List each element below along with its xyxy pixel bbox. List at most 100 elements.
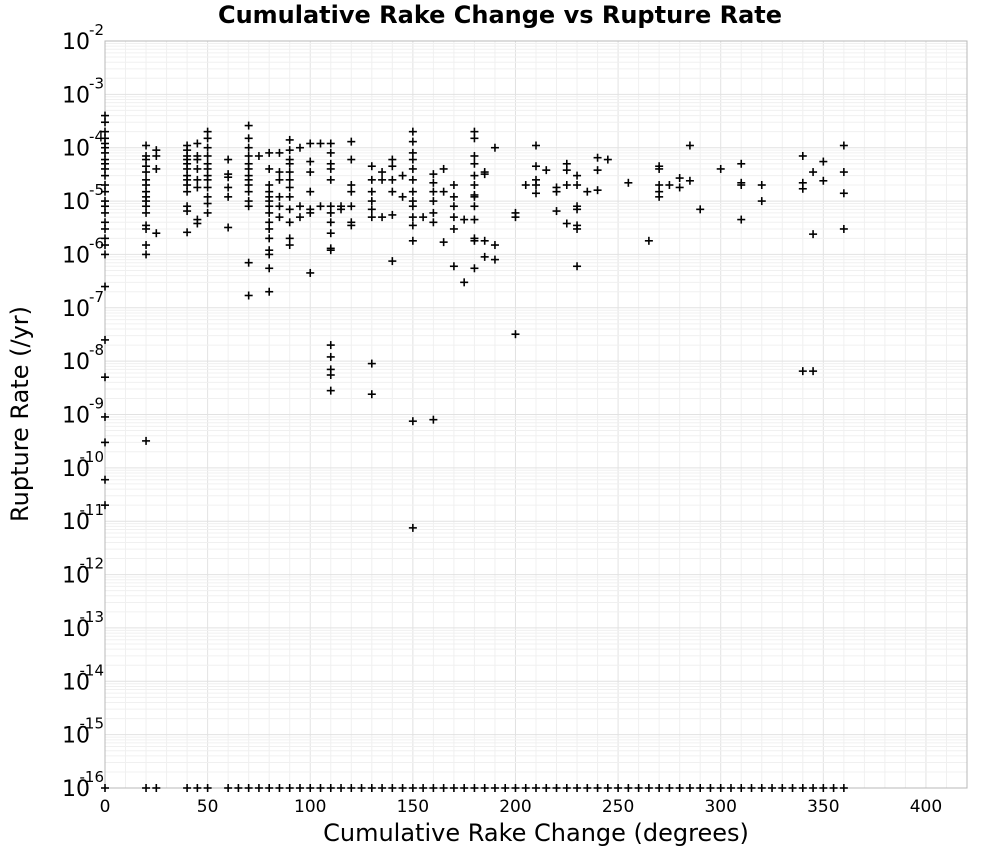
data-point [326, 164, 335, 173]
data-point [347, 784, 356, 792]
data-point [193, 164, 202, 173]
data-point [562, 219, 571, 228]
data-point [408, 523, 417, 532]
y-tick-base: 10 [62, 243, 90, 268]
x-tick-label: 250 [602, 797, 634, 817]
data-point [285, 168, 294, 177]
data-point [408, 221, 417, 230]
data-point [480, 236, 489, 245]
data-point [809, 784, 818, 792]
y-tick-label: 10-11 [62, 501, 104, 535]
data-point [224, 192, 233, 201]
data-point [511, 213, 520, 222]
data-point [470, 192, 479, 201]
data-point [388, 210, 397, 219]
data-point [829, 784, 838, 792]
data-point [347, 137, 356, 146]
data-point [408, 127, 417, 136]
data-point [737, 784, 746, 792]
chart-title: Cumulative Rake Change vs Rupture Rate [218, 1, 782, 29]
data-point [449, 262, 458, 271]
y-tick-base: 10 [62, 350, 90, 375]
y-tick-exponent: -12 [80, 555, 105, 573]
data-point [224, 784, 233, 792]
data-point [449, 202, 458, 211]
data-point [490, 784, 499, 792]
data-point [737, 215, 746, 224]
data-point [501, 784, 510, 792]
data-point [480, 252, 489, 261]
y-tick-base: 10 [62, 83, 90, 108]
data-point [295, 784, 304, 792]
x-tick-label: 50 [197, 797, 219, 817]
data-point [367, 390, 376, 399]
y-tick-label: 10-16 [62, 768, 104, 802]
data-point [429, 197, 438, 206]
data-point [573, 205, 582, 214]
data-point [634, 784, 643, 792]
data-point [203, 183, 212, 192]
data-point [429, 178, 438, 187]
y-tick-label: 10 -3 [62, 74, 104, 108]
x-tick-label: 150 [397, 797, 429, 817]
data-point [285, 159, 294, 168]
data-point [809, 168, 818, 177]
data-point [408, 187, 417, 196]
data-point [675, 784, 684, 792]
y-tick-base: 10 [62, 617, 90, 642]
data-point [408, 784, 417, 792]
data-point [470, 236, 479, 245]
data-point [254, 784, 263, 792]
x-tick-label: 200 [499, 797, 531, 817]
data-point [470, 181, 479, 190]
data-point [408, 155, 417, 164]
data-point [244, 121, 253, 130]
data-point [265, 224, 274, 233]
data-point [285, 183, 294, 192]
y-tick-exponent: -5 [89, 181, 104, 199]
data-point [757, 197, 766, 206]
y-tick-base: 10 [62, 137, 90, 162]
data-point [306, 187, 315, 196]
data-point [265, 164, 274, 173]
data-point [573, 224, 582, 233]
data-point [798, 367, 807, 376]
data-point [142, 224, 151, 233]
data-point [101, 282, 109, 291]
data-point [470, 264, 479, 273]
data-point [593, 186, 602, 195]
data-point [224, 223, 233, 232]
data-point [542, 166, 551, 175]
data-point [532, 141, 540, 150]
data-point [101, 208, 109, 217]
data-point [388, 257, 397, 266]
data-point [788, 784, 797, 792]
data-point [583, 784, 592, 792]
data-point [583, 187, 592, 196]
data-point [398, 171, 407, 180]
data-points [101, 111, 848, 792]
data-point [809, 367, 818, 376]
data-point [367, 197, 376, 206]
data-point [285, 135, 294, 144]
data-point [798, 151, 807, 160]
data-point [655, 192, 664, 201]
data-point [101, 187, 109, 196]
data-point [265, 250, 274, 259]
data-point [419, 784, 428, 792]
data-point [562, 181, 571, 190]
data-point [449, 181, 458, 190]
data-point [101, 171, 109, 180]
data-point [706, 784, 715, 792]
data-point [254, 151, 263, 160]
data-point [449, 213, 458, 222]
data-point [439, 164, 448, 173]
data-point [675, 174, 684, 183]
data-point [367, 187, 376, 196]
data-point [696, 784, 705, 792]
data-point [265, 287, 274, 296]
data-point [449, 784, 458, 792]
data-point [429, 415, 438, 424]
